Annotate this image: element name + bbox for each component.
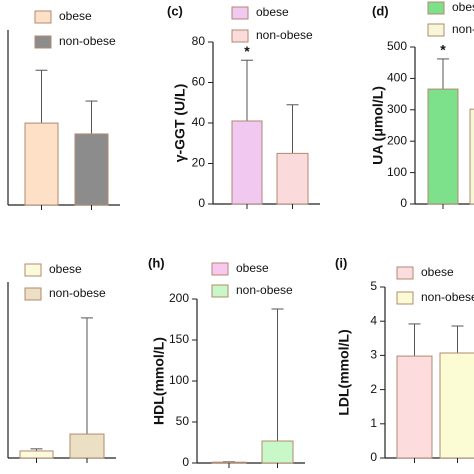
panel-label: (c) bbox=[167, 3, 183, 18]
y-tick-label: 0 bbox=[370, 450, 377, 464]
y-tick-label: 100 bbox=[169, 373, 189, 387]
bar bbox=[24, 122, 59, 206]
significance: * bbox=[244, 43, 250, 59]
legend-swatch bbox=[231, 6, 249, 20]
y-tick-label: 150 bbox=[169, 332, 189, 346]
legend-label: non-obese bbox=[59, 34, 116, 48]
bar bbox=[439, 352, 474, 459]
legend-label: obese bbox=[256, 5, 289, 19]
legend-swatch bbox=[24, 263, 42, 277]
y-tick-label: 1 bbox=[370, 416, 377, 430]
y-tick-label: 20 bbox=[192, 156, 206, 170]
legend-swatch bbox=[211, 284, 229, 298]
y-tick-label: 50 bbox=[176, 414, 190, 428]
y-tick-label: 500 bbox=[387, 39, 407, 53]
legend-label: non-obese bbox=[236, 283, 293, 297]
legend-swatch bbox=[34, 35, 52, 49]
y-tick-label: 4 bbox=[370, 313, 377, 327]
bar bbox=[211, 461, 247, 464]
y-tick-label: 200 bbox=[169, 291, 189, 305]
legend-label: obese bbox=[421, 265, 454, 279]
y-tick-label: 400 bbox=[387, 71, 407, 85]
y-tick-label: 40 bbox=[192, 115, 206, 129]
legend-label: non-obese bbox=[421, 290, 474, 304]
legend-label: obese bbox=[59, 9, 92, 23]
y-axis-title: LDL(mmol/L) bbox=[336, 329, 352, 415]
legend-label: obese bbox=[236, 261, 269, 275]
y-tick-label: 60 bbox=[192, 75, 206, 89]
legend-swatch bbox=[231, 29, 249, 43]
bar bbox=[261, 440, 294, 464]
legend-label: non-obese bbox=[49, 286, 106, 300]
bar bbox=[427, 88, 459, 205]
legend-label: obese bbox=[49, 262, 82, 276]
bar bbox=[276, 152, 309, 205]
y-tick-label: 0 bbox=[182, 455, 189, 469]
y-tick-label: 200 bbox=[387, 133, 407, 147]
bar bbox=[19, 450, 54, 459]
y-tick-label: 5 bbox=[370, 279, 377, 293]
y-axis-title: γ-GGT (U/L) bbox=[172, 84, 188, 163]
legend-swatch bbox=[396, 291, 414, 305]
y-axis-title: HDL(mmol/L) bbox=[151, 337, 167, 425]
legend-swatch bbox=[34, 10, 52, 24]
y-axis-title: UA (μmol/L) bbox=[370, 86, 386, 165]
y-tick-label: 2 bbox=[370, 382, 377, 396]
panel-label: (h) bbox=[148, 255, 165, 270]
bar bbox=[231, 120, 263, 205]
y-tick-label: 0 bbox=[400, 196, 407, 210]
panel-label: (d) bbox=[372, 3, 389, 18]
bar bbox=[469, 108, 474, 205]
legend-label: non-obese bbox=[256, 28, 313, 42]
legend-swatch bbox=[211, 262, 229, 276]
legend-swatch bbox=[396, 266, 414, 280]
significance: * bbox=[440, 42, 446, 58]
y-tick-label: 0 bbox=[198, 196, 205, 210]
legend-label: obese bbox=[452, 0, 474, 14]
legend-swatch bbox=[427, 1, 445, 15]
y-tick-label: 3 bbox=[370, 348, 377, 362]
y-tick-label: 80 bbox=[192, 34, 206, 48]
y-tick-label: 300 bbox=[387, 102, 407, 116]
y-tick-label: 100 bbox=[387, 165, 407, 179]
legend-swatch bbox=[24, 287, 42, 301]
bar bbox=[74, 133, 109, 206]
panel-label: (i) bbox=[335, 255, 347, 270]
bar bbox=[396, 355, 433, 459]
bar bbox=[69, 433, 105, 459]
legend-label: non-obese bbox=[452, 22, 474, 36]
legend-swatch bbox=[427, 23, 445, 37]
